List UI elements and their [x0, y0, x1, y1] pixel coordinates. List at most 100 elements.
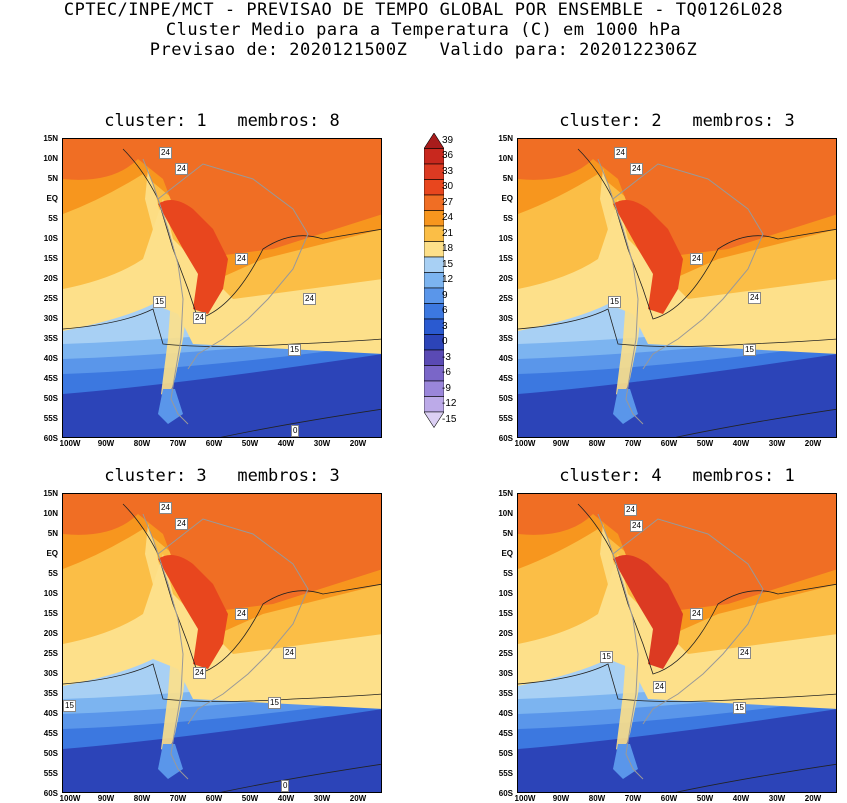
lon-tick-label: 90W: [97, 794, 115, 803]
contour-label: 24: [630, 520, 643, 532]
lat-tick-label: 15N: [498, 489, 513, 498]
contour-label: 15: [608, 296, 621, 308]
lat-tick-label: 45S: [498, 374, 513, 383]
lat-tick-label: 50S: [498, 394, 513, 403]
lat-tick-label: EQ: [46, 194, 58, 203]
colorbar-max-arrow: [423, 132, 445, 149]
lat-tick-label: 25S: [498, 294, 513, 303]
lon-tick-label: 70W: [624, 439, 642, 448]
lon-tick-label: 100W: [59, 794, 81, 803]
lat-tick-label: 25S: [43, 649, 58, 658]
forecast-dates: Previsao de: 2020121500Z Valido para: 20…: [149, 40, 698, 60]
colorbar-swatch: [423, 241, 445, 258]
colorbar-tick-label: 39: [442, 134, 454, 146]
colorbar-tick-label: 6: [442, 305, 448, 317]
colorbar-swatch: [423, 365, 445, 382]
contour-label: 24: [303, 293, 316, 305]
colorbar-tick-label: 36: [442, 150, 454, 162]
lon-tick-label: 100W: [514, 439, 536, 448]
lon-tick-label: 50W: [241, 794, 259, 803]
panel-title-c1: cluster: 1 membros: 8: [104, 111, 340, 131]
lat-tick-label: 15N: [43, 489, 58, 498]
colorbar-tick-label: 15: [442, 258, 454, 270]
lon-tick-label: 20W: [349, 439, 367, 448]
lon-tick-label: 60W: [205, 794, 223, 803]
contour-label: 24: [738, 647, 751, 659]
lat-tick-label: 45S: [43, 729, 58, 738]
contour-label: 24: [653, 681, 666, 693]
colorbar-swatch: [423, 349, 445, 366]
lon-tick-label: 30W: [313, 439, 331, 448]
lon-tick-label: 30W: [768, 794, 786, 803]
lat-tick-label: 55S: [43, 414, 58, 423]
colorbar-swatch: [423, 303, 445, 320]
lon-tick-label: 40W: [277, 794, 295, 803]
lon-tick-label: 90W: [97, 439, 115, 448]
lon-tick-label: 30W: [313, 794, 331, 803]
colorbar-tick-label: 0: [442, 336, 448, 348]
colorbar-tick-label: 30: [442, 181, 454, 193]
lat-tick-label: 40S: [43, 354, 58, 363]
contour-label: 15: [600, 651, 613, 663]
lat-tick-label: 20S: [43, 274, 58, 283]
colorbar-swatch: [423, 272, 445, 289]
lat-tick-label: 20S: [43, 629, 58, 638]
lat-tick-label: 20S: [498, 274, 513, 283]
colorbar-tick-label: -12: [442, 398, 457, 410]
lon-tick-label: 80W: [588, 794, 606, 803]
colorbar-swatch: [423, 225, 445, 242]
lat-tick-label: 45S: [43, 374, 58, 383]
lat-tick-label: 45S: [498, 729, 513, 738]
lat-tick-label: 15N: [43, 134, 58, 143]
contour-label: 15: [288, 344, 301, 356]
lat-tick-label: 60S: [43, 789, 58, 798]
colorbar-tick-label: 9: [442, 289, 448, 301]
colorbar-tick-label: -9: [442, 382, 451, 394]
lon-tick-label: 50W: [241, 439, 259, 448]
lat-tick-label: 5N: [47, 529, 58, 538]
colorbar-tick-label: 12: [442, 274, 454, 286]
lat-tick-label: 30S: [43, 669, 58, 678]
contour-label: 24: [235, 608, 248, 620]
contour-label: 15: [153, 296, 166, 308]
lat-tick-label: 5S: [48, 569, 58, 578]
contour-label: 24: [193, 312, 206, 324]
colorbar-tick-label: 33: [442, 165, 454, 177]
lat-tick-label: 50S: [43, 394, 58, 403]
colorbar-swatch: [423, 287, 445, 304]
lon-tick-label: 100W: [514, 794, 536, 803]
contour-label: 24: [193, 667, 206, 679]
contour-label: 24: [624, 504, 637, 516]
lon-tick-label: 30W: [768, 439, 786, 448]
map-c2: 24 24 24 24 15 15: [517, 138, 837, 438]
lat-tick-label: 15N: [498, 134, 513, 143]
lon-tick-label: 80W: [588, 439, 606, 448]
lon-tick-label: 50W: [696, 439, 714, 448]
contour-label: 24: [614, 147, 627, 159]
lon-tick-label: 70W: [624, 794, 642, 803]
lat-tick-label: 35S: [43, 334, 58, 343]
colorbar-tick-label: -6: [442, 367, 451, 379]
lat-tick-label: 20S: [498, 629, 513, 638]
lon-tick-label: 60W: [205, 439, 223, 448]
lat-tick-label: 5S: [48, 214, 58, 223]
lat-tick-label: 5S: [503, 569, 513, 578]
contour-label: 15: [743, 344, 756, 356]
colorbar-tick-label: 24: [442, 212, 454, 224]
lon-tick-label: 100W: [59, 439, 81, 448]
lat-tick-label: 50S: [43, 749, 58, 758]
colorbar-swatch: [423, 318, 445, 335]
lat-tick-label: EQ: [501, 549, 513, 558]
colorbar-tick-label: 21: [442, 227, 454, 239]
panel-title-c4: cluster: 4 membros: 1: [559, 466, 795, 486]
colorbar-swatch: [423, 179, 445, 196]
contour-label: 24: [235, 253, 248, 265]
lat-tick-label: 10S: [43, 234, 58, 243]
colorbar-tick-label: 18: [442, 243, 454, 255]
lon-tick-label: 60W: [660, 439, 678, 448]
contour-label: 24: [690, 608, 703, 620]
colorbar-swatch: [423, 148, 445, 165]
lat-tick-label: 10N: [498, 509, 513, 518]
lat-tick-label: 15S: [498, 609, 513, 618]
lon-tick-label: 90W: [552, 439, 570, 448]
